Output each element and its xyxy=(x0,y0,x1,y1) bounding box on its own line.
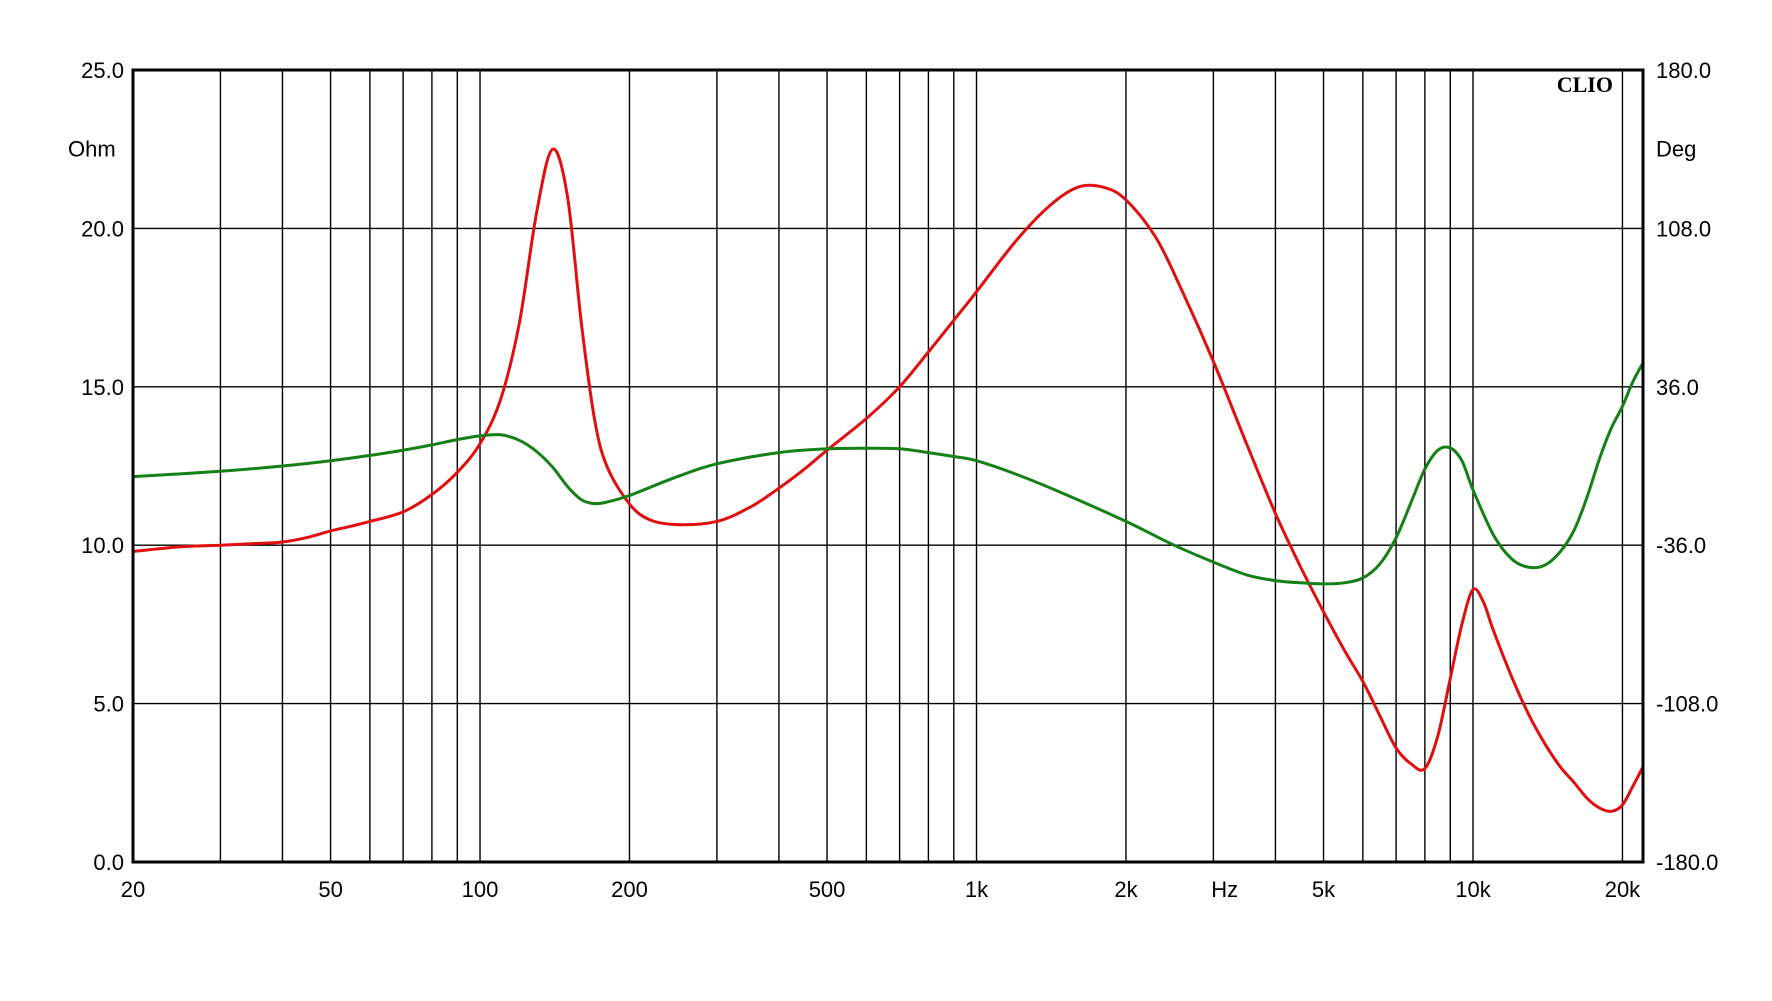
grid xyxy=(133,70,1643,862)
y-right-tick-label: 36.0 xyxy=(1656,375,1699,400)
y-left-tick-label: 10.0 xyxy=(81,533,124,558)
phase-curve xyxy=(131,361,1645,586)
y-left-tick-label: 0.0 xyxy=(93,850,124,875)
x-tick-label: 200 xyxy=(611,877,648,902)
brand-label: CLIO xyxy=(1557,72,1613,97)
x-tick-label: 20 xyxy=(121,877,145,902)
y-left-tick-label: 15.0 xyxy=(81,375,124,400)
x-tick-label: 2k xyxy=(1114,877,1138,902)
x-tick-label: 500 xyxy=(809,877,846,902)
x-axis-labels: 20 50 100 200 500 1k 2k 5k 10k 20k Hz xyxy=(121,877,1641,902)
y-axis-labels: 25.0 20.0 15.0 10.0 5.0 0.0 Ohm 180.0 108.0 36.0 -… xyxy=(68,58,1718,875)
x-tick-label: 50 xyxy=(318,877,342,902)
y-right-tick-label: 180.0 xyxy=(1656,58,1711,83)
x-tick-label: 20k xyxy=(1605,877,1641,902)
y-left-tick-label: 20.0 xyxy=(81,216,124,241)
y-right-tick-label: -36.0 xyxy=(1656,533,1706,558)
y-left-unit-label: Ohm xyxy=(68,136,116,161)
y-left-tick-label: 5.0 xyxy=(93,692,124,717)
y-right-tick-label: 108.0 xyxy=(1656,216,1711,241)
y-left-tick-label: 25.0 xyxy=(81,58,124,83)
x-tick-label: 10k xyxy=(1455,877,1491,902)
x-tick-label: 100 xyxy=(462,877,499,902)
y-right-unit-label: Deg xyxy=(1656,136,1696,161)
y-right-tick-label: -108.0 xyxy=(1656,692,1718,717)
impedance-curve xyxy=(131,147,1645,813)
plot-frame xyxy=(131,68,1645,864)
x-tick-label: 1k xyxy=(965,877,989,902)
x-tick-label: 5k xyxy=(1312,877,1336,902)
x-unit-label: Hz xyxy=(1211,877,1238,902)
y-right-tick-label: -180.0 xyxy=(1656,850,1718,875)
series-group xyxy=(131,147,1645,813)
